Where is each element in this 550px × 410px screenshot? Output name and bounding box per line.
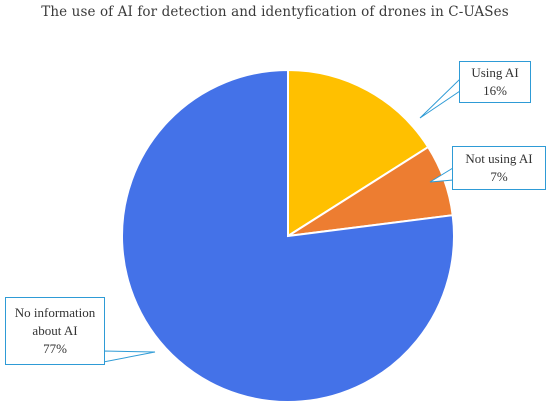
callout-percent: 7% [490, 169, 508, 184]
callout-leaders [91, 77, 461, 365]
callout-not-using-ai: Not using AI 7% [452, 146, 546, 190]
chart-title: The use of AI for detection and identyfi… [41, 4, 509, 20]
callout-no-information-about-ai: No information about AI 77% [5, 297, 105, 365]
pie-slice-no-information-about-ai [121, 68, 455, 403]
pie-slices [121, 68, 455, 403]
callout-pointer [419, 77, 461, 119]
callout-percent: 16% [483, 83, 507, 98]
callout-label-line: Using AI [471, 65, 519, 80]
callout-label-line: Not using AI [465, 151, 533, 166]
pie-slice-using-ai [287, 68, 430, 238]
callout-using-ai: Using AI 16% [459, 61, 531, 103]
callout-label-line: No information [14, 305, 96, 320]
callout-percent: 77% [43, 341, 67, 356]
callout-label-line: about AI [32, 323, 78, 338]
